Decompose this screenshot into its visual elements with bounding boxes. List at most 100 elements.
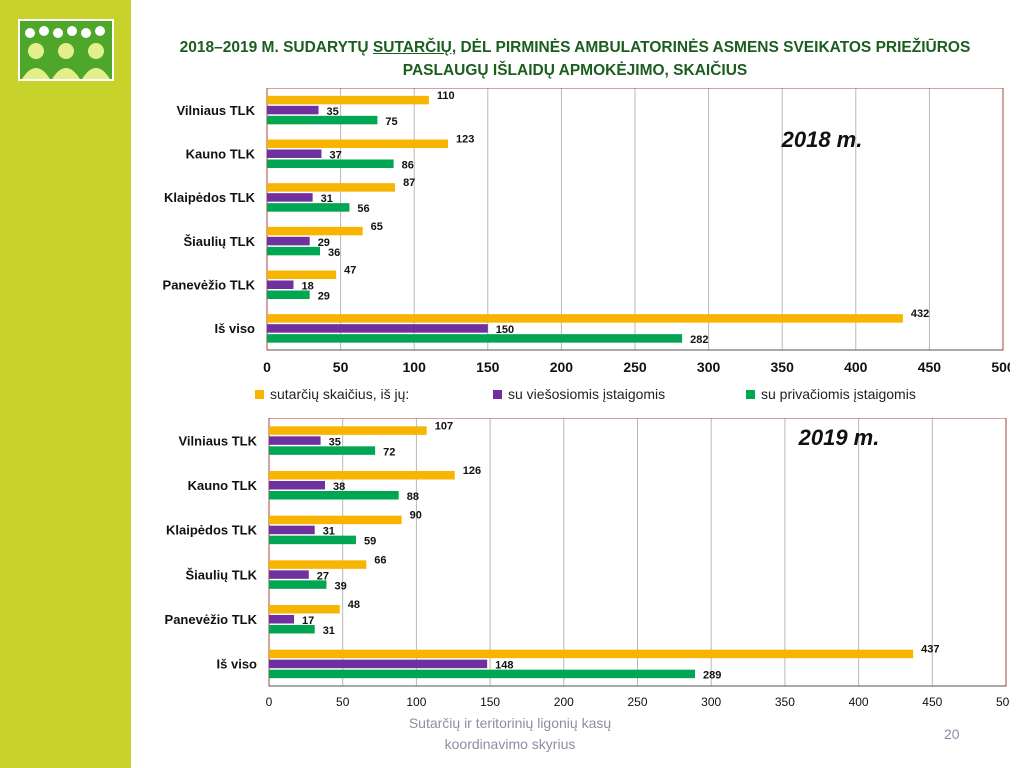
bar-siauliu-tlk-2 xyxy=(267,246,320,256)
x-tick-label-250: 250 xyxy=(623,359,647,375)
bar-panevezio-tlk-0 xyxy=(269,605,340,614)
legend-label-total: sutarčių skaičius, iš jų: xyxy=(270,386,410,402)
sidebar-band xyxy=(0,0,131,768)
bar-vilniaus-tlk-2 xyxy=(267,115,378,125)
data-label-panevezio-tlk-2: 29 xyxy=(318,291,330,303)
bar-kauno-tlk-2 xyxy=(269,491,399,500)
bar-siauliu-tlk-1 xyxy=(269,570,309,579)
data-label-klaipedos-tlk-2: 59 xyxy=(364,536,376,548)
data-label-kauno-tlk-1: 37 xyxy=(329,150,341,162)
bar-siauliu-tlk-0 xyxy=(269,560,367,569)
bar-is-viso-2 xyxy=(267,334,683,343)
category-label-kauno-tlk: Kauno TLK xyxy=(188,478,258,493)
data-label-klaipedos-tlk-1: 31 xyxy=(323,526,335,538)
data-label-vilniaus-tlk-1: 35 xyxy=(329,436,341,448)
title-part1: 2018–2019 M. SUDARYTŲ xyxy=(179,39,373,56)
x-tick-label-300: 300 xyxy=(697,359,721,375)
x-tick-label-450: 450 xyxy=(922,695,942,709)
data-label-siauliu-tlk-2: 39 xyxy=(334,580,346,592)
legend-item-public: su viešosiomis įstaigomis xyxy=(493,386,665,402)
data-label-klaipedos-tlk-2: 56 xyxy=(357,203,369,215)
x-tick-label-0: 0 xyxy=(266,695,273,709)
bar-kauno-tlk-1 xyxy=(267,149,322,158)
category-label-vilniaus-tlk: Vilniaus TLK xyxy=(177,103,256,118)
page-number: 20 xyxy=(944,726,960,742)
category-label-kauno-tlk: Kauno TLK xyxy=(186,147,256,162)
bar-is-viso-2 xyxy=(269,669,695,679)
x-tick-label-150: 150 xyxy=(480,695,500,709)
data-label-kauno-tlk-2: 88 xyxy=(407,491,419,503)
footer-line1: Sutarčių ir teritorinių ligonių kasų xyxy=(408,715,612,731)
data-label-panevezio-tlk-2: 31 xyxy=(323,625,335,637)
bar-panevezio-tlk-1 xyxy=(269,615,295,624)
bar-siauliu-tlk-1 xyxy=(267,236,310,246)
data-label-is-viso-2: 289 xyxy=(703,670,721,682)
bar-panevezio-tlk-0 xyxy=(267,270,337,279)
data-label-klaipedos-tlk-0: 90 xyxy=(410,510,422,522)
chart-2018: 0 50 100 150 200 250 300 350 400 450 500 Vilniaus T… xyxy=(163,88,1010,375)
bar-vilniaus-tlk-2 xyxy=(269,446,376,455)
data-label-is-viso-1: 150 xyxy=(496,324,514,336)
data-label-is-viso-2: 282 xyxy=(690,334,708,346)
legend-swatch-private xyxy=(746,389,755,399)
category-label-siauliu-tlk: Šiaulių TLK xyxy=(186,567,258,582)
data-label-siauliu-tlk-1: 27 xyxy=(317,570,329,582)
data-label-vilniaus-tlk-0: 110 xyxy=(437,90,455,102)
bar-panevezio-tlk-2 xyxy=(267,290,310,299)
bar-is-viso-1 xyxy=(269,659,488,669)
data-label-vilniaus-tlk-2: 72 xyxy=(383,446,395,458)
x-tick-label-50: 50 xyxy=(336,695,350,709)
category-label-siauliu-tlk: Šiaulių TLK xyxy=(184,234,256,249)
bar-klaipedos-tlk-0 xyxy=(269,515,402,525)
bar-klaipedos-tlk-0 xyxy=(267,183,396,192)
people-logo-icon xyxy=(22,26,110,79)
title-line2: PASLAUGŲ IŠLAIDŲ APMOKĖJIMO, SKAIČIUS xyxy=(402,62,748,79)
data-label-vilniaus-tlk-1: 35 xyxy=(327,106,339,118)
data-label-panevezio-tlk-0: 48 xyxy=(348,599,360,611)
x-tick-label-350: 350 xyxy=(775,695,795,709)
x-tick-label-500: 500 xyxy=(996,695,1010,709)
bar-kauno-tlk-1 xyxy=(269,481,326,490)
category-label-is-viso: Iš viso xyxy=(215,321,256,336)
data-label-panevezio-tlk-1: 18 xyxy=(301,281,313,293)
bar-kauno-tlk-0 xyxy=(267,139,449,148)
legend-label-public: su viešosiomis įstaigomis xyxy=(508,386,666,402)
data-label-panevezio-tlk-0: 47 xyxy=(344,265,356,277)
x-tick-label-200: 200 xyxy=(554,695,574,709)
data-label-is-viso-0: 432 xyxy=(911,308,929,320)
bar-vilniaus-tlk-0 xyxy=(267,95,429,105)
x-tick-label-400: 400 xyxy=(849,695,869,709)
logo xyxy=(18,19,114,81)
bar-vilniaus-tlk-0 xyxy=(269,426,427,435)
legend-item-total: sutarčių skaičius, iš jų: xyxy=(255,386,409,402)
year-label: 2018 m. xyxy=(781,127,863,152)
data-label-siauliu-tlk-2: 36 xyxy=(328,247,340,259)
x-tick-label-100: 100 xyxy=(403,359,427,375)
year-label: 2019 m. xyxy=(798,425,880,450)
bar-is-viso-0 xyxy=(269,649,914,659)
category-label-is-viso: Iš viso xyxy=(217,657,258,672)
category-label-klaipedos-tlk: Klaipėdos TLK xyxy=(164,190,256,205)
data-label-kauno-tlk-0: 123 xyxy=(456,134,474,146)
x-tick-label-0: 0 xyxy=(263,359,271,375)
bar-klaipedos-tlk-1 xyxy=(267,193,313,202)
data-label-siauliu-tlk-0: 66 xyxy=(374,554,386,566)
bar-klaipedos-tlk-2 xyxy=(269,535,356,545)
footer-department: Sutarčių ir teritorinių ligonių kasų koo… xyxy=(360,713,660,755)
bar-panevezio-tlk-2 xyxy=(269,625,315,634)
bar-kauno-tlk-0 xyxy=(269,471,455,480)
page-title: 2018–2019 M. SUDARYTŲ SUTARČIŲ, DĖL PIRM… xyxy=(135,36,1015,82)
data-label-klaipedos-tlk-1: 31 xyxy=(321,193,333,205)
bar-siauliu-tlk-2 xyxy=(269,580,327,589)
bar-siauliu-tlk-0 xyxy=(267,226,363,236)
category-label-klaipedos-tlk: Klaipėdos TLK xyxy=(166,523,258,538)
data-label-klaipedos-tlk-0: 87 xyxy=(403,177,415,189)
bar-klaipedos-tlk-1 xyxy=(269,525,315,535)
x-tick-label-500: 500 xyxy=(991,359,1010,375)
bar-is-viso-1 xyxy=(267,324,488,333)
x-tick-label-350: 350 xyxy=(771,359,795,375)
bar-vilniaus-tlk-1 xyxy=(267,105,319,115)
footer-line2: koordinavimo skyrius xyxy=(444,736,576,752)
legend-swatch-total xyxy=(255,389,264,399)
x-tick-label-300: 300 xyxy=(701,695,721,709)
